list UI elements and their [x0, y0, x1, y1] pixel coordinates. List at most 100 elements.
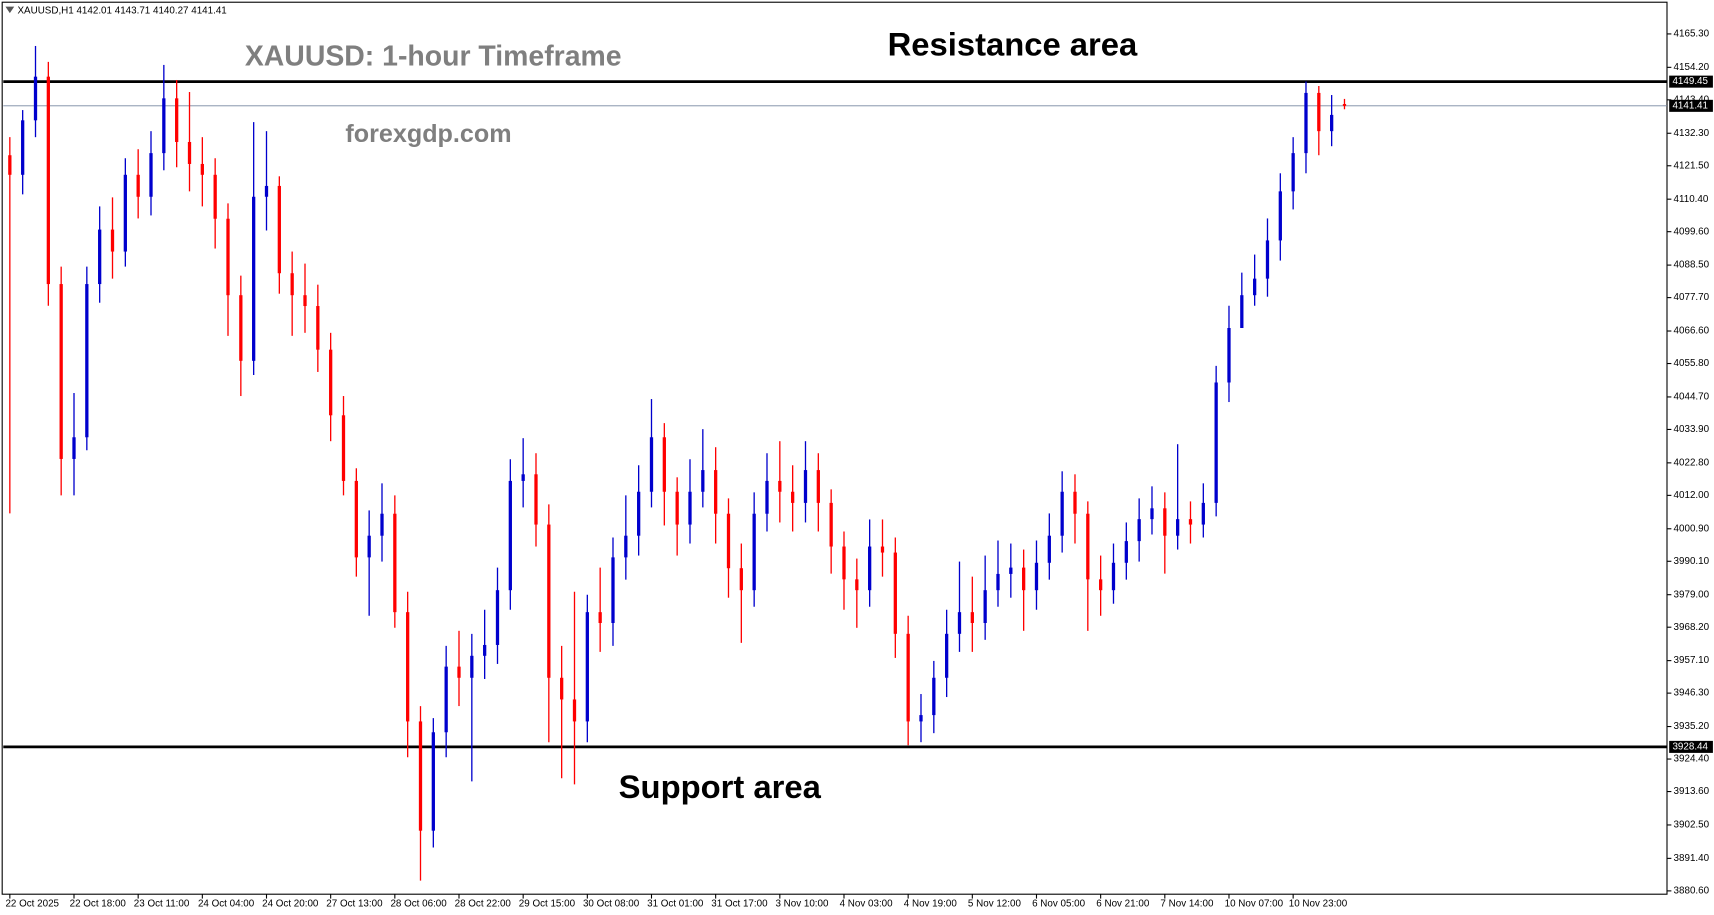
y-tick-label: 3968.20	[1674, 622, 1710, 633]
level-box	[1669, 99, 1713, 112]
candle-body	[739, 568, 743, 591]
candle-body	[726, 513, 731, 569]
candle-body	[547, 524, 551, 678]
header: XAUUSD,H1 4142.01 4143.71 4140.27 4141.4…	[17, 6, 226, 17]
candle-body	[1253, 278, 1257, 296]
candle-body	[21, 120, 25, 175]
candle-body	[1317, 92, 1321, 132]
candle-body	[136, 174, 140, 197]
y-tick-label: 4012.00	[1674, 490, 1710, 501]
candle-body	[213, 174, 217, 219]
annotation: Resistance area	[888, 26, 1138, 63]
annotation: Support area	[619, 768, 822, 805]
candle-body	[8, 155, 12, 175]
candle-body	[470, 655, 474, 678]
candle-body	[1188, 519, 1193, 525]
candle-body	[329, 349, 333, 416]
x-tick-label: 27 Oct 13:00	[326, 899, 383, 910]
level-label: 4141.41	[1672, 100, 1708, 111]
candle-body	[675, 491, 679, 525]
y-tick-label: 3935.20	[1674, 721, 1710, 732]
x-tick-label: 4 Nov 03:00	[840, 899, 894, 910]
candle-body	[649, 437, 654, 492]
candle-body	[1124, 541, 1128, 563]
candle-body	[98, 229, 102, 285]
candle-body	[444, 666, 448, 733]
x-tick-label: 10 Nov 23:00	[1289, 899, 1348, 910]
candle-body	[483, 644, 487, 656]
y-tick-label: 4154.20	[1674, 62, 1710, 73]
y-tick-label: 3913.60	[1674, 786, 1710, 797]
y-tick-label: 3990.10	[1674, 556, 1710, 567]
candle-body	[1034, 562, 1039, 591]
candle-body	[932, 677, 936, 716]
x-tick-label: 28 Oct 22:00	[455, 899, 512, 910]
candle-body	[85, 284, 89, 438]
candle-body	[1047, 535, 1051, 563]
candle-body	[1291, 153, 1295, 192]
candle-body	[1137, 519, 1141, 542]
candle-body	[880, 546, 885, 553]
candle-body	[1330, 114, 1334, 132]
y-tick-label: 4044.70	[1674, 392, 1710, 403]
y-tick-label: 3957.10	[1674, 655, 1710, 666]
candle-body	[1163, 508, 1167, 536]
level-box	[1669, 75, 1713, 88]
candle-body	[354, 480, 358, 558]
y-tick-label: 4099.60	[1674, 226, 1710, 237]
candle-body	[1278, 191, 1282, 241]
candle-body	[431, 732, 435, 831]
x-tick-label: 30 Oct 08:00	[583, 899, 640, 910]
candle-body	[175, 98, 179, 142]
candle-body	[893, 552, 897, 634]
y-tick-label: 4077.70	[1674, 292, 1710, 303]
candle-body	[662, 437, 666, 492]
y-tick-label: 4000.90	[1674, 523, 1710, 534]
candle-body	[585, 612, 589, 722]
candle-body	[1342, 104, 1347, 106]
candle-body	[842, 546, 846, 580]
y-tick-label: 3946.30	[1674, 688, 1710, 699]
x-tick-label: 29 Oct 15:00	[519, 899, 576, 910]
candle-body	[1099, 579, 1103, 591]
x-tick-label: 22 Oct 2025	[5, 899, 59, 910]
candle-body	[341, 415, 346, 481]
marks	[3, 33, 1672, 899]
y-tick-label: 3902.50	[1674, 820, 1710, 831]
candle-body	[1304, 92, 1308, 154]
candle-body	[829, 502, 833, 547]
y-tick-label: 4121.50	[1674, 160, 1710, 171]
x-tick-label: 23 Oct 11:00	[134, 899, 190, 910]
chart-title: XAUUSD: 1-hour Timeframe	[245, 40, 622, 72]
plot-frame	[1, 1, 1668, 895]
candle-body	[1201, 502, 1205, 525]
y-tick-label: 4088.50	[1674, 260, 1710, 271]
y-tick-label: 3880.60	[1674, 885, 1710, 896]
candle-body	[611, 557, 615, 623]
level-label: 3928.44	[1672, 741, 1708, 752]
candle-body	[1086, 513, 1090, 580]
candle-body	[970, 612, 974, 623]
candle-body	[637, 491, 641, 536]
candle-body	[33, 76, 38, 121]
candle-body	[1073, 491, 1077, 514]
x-tick-label: 22 Oct 18:00	[70, 899, 127, 910]
level-label: 4149.45	[1672, 76, 1708, 87]
candle-body	[572, 699, 577, 722]
candle-body	[816, 470, 820, 503]
x-tick-label: 5 Nov 12:00	[968, 899, 1022, 910]
y-tick-label: 4022.80	[1674, 457, 1710, 468]
x-tick-label: 4 Nov 19:00	[904, 899, 958, 910]
candle-body	[162, 98, 166, 154]
candle-body	[316, 306, 320, 350]
candle-body	[868, 546, 872, 591]
level-box	[1669, 740, 1713, 753]
y-tick-label: 4055.80	[1674, 358, 1710, 369]
candle-body	[252, 196, 256, 361]
y-tick-label: 4066.60	[1674, 326, 1710, 337]
candle-body	[1240, 295, 1244, 329]
x-tick-label: 3 Nov 10:00	[775, 899, 829, 910]
candle-body	[303, 295, 307, 307]
